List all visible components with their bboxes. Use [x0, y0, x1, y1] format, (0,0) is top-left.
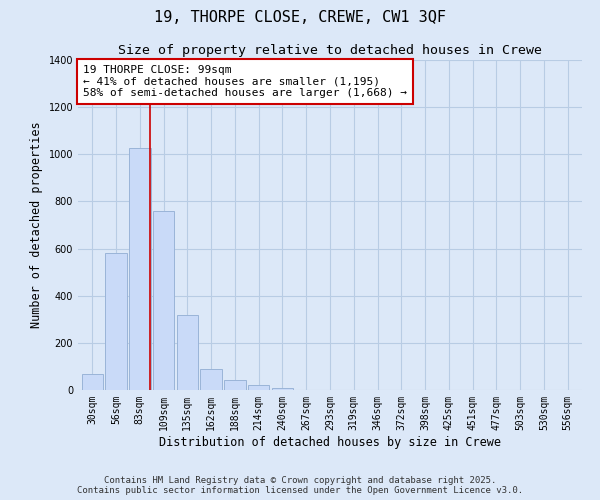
Bar: [106, 254, 127, 390]
Bar: [272, 388, 293, 390]
Bar: [248, 386, 269, 390]
Text: 19 THORPE CLOSE: 99sqm
← 41% of detached houses are smaller (1,195)
58% of semi-: 19 THORPE CLOSE: 99sqm ← 41% of detached…: [83, 65, 407, 98]
Text: Contains HM Land Registry data © Crown copyright and database right 2025.
Contai: Contains HM Land Registry data © Crown c…: [77, 476, 523, 495]
Y-axis label: Number of detached properties: Number of detached properties: [30, 122, 43, 328]
Text: 19, THORPE CLOSE, CREWE, CW1 3QF: 19, THORPE CLOSE, CREWE, CW1 3QF: [154, 10, 446, 25]
Bar: [200, 369, 222, 390]
Bar: [82, 374, 103, 390]
X-axis label: Distribution of detached houses by size in Crewe: Distribution of detached houses by size …: [159, 436, 501, 448]
Bar: [129, 148, 151, 390]
Bar: [176, 314, 198, 390]
Bar: [153, 211, 174, 390]
Title: Size of property relative to detached houses in Crewe: Size of property relative to detached ho…: [118, 44, 542, 58]
Bar: [224, 380, 245, 390]
